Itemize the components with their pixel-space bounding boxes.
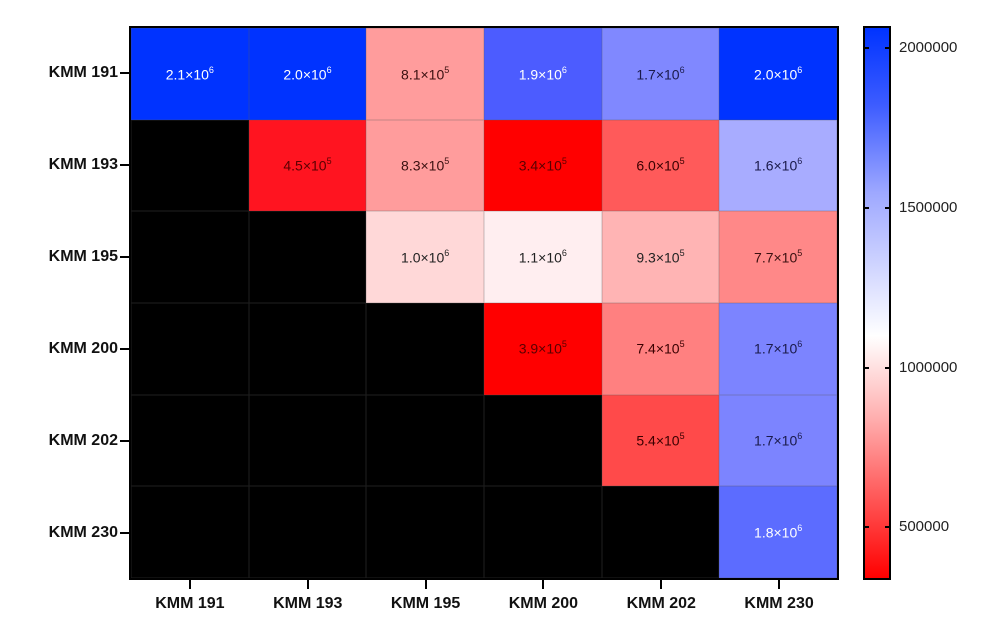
x-tick-mark (424, 580, 427, 589)
x-tick-mark (660, 580, 663, 589)
cell-value: 5.4×105 (636, 431, 685, 449)
y-tick-mark (120, 72, 129, 74)
heatmap-cell (131, 119, 249, 212)
heatmap-cell (366, 486, 484, 578)
heatmap-cell (483, 394, 602, 487)
cell-value: 7.7×105 (754, 247, 803, 266)
heatmap-cell: 8.3×105 (366, 119, 484, 212)
heatmap-cell: 2.0×106 (719, 28, 837, 120)
heatmap-cell: 6.0×105 (601, 119, 720, 212)
y-tick-mark (120, 532, 129, 534)
y-tick-mark (120, 348, 129, 350)
cell-value: 8.3×105 (401, 156, 450, 174)
x-tick-label: KMM 191 (155, 595, 225, 612)
y-tick-label: KMM 193 (48, 156, 118, 173)
heatmap-cell (366, 302, 484, 395)
heatmap-cell: 1.7×106 (719, 394, 837, 487)
heatmap-cell (601, 486, 720, 578)
colorbar-tick-mark (863, 367, 869, 369)
y-tick-label: KMM 191 (48, 64, 118, 81)
cell-value: 1.7×106 (754, 431, 803, 449)
heatmap-cell (248, 211, 367, 303)
cell-value: 1.7×106 (754, 339, 803, 358)
heatmap-cell: 1.6×106 (719, 119, 837, 212)
heatmap-cell: 2.0×106 (248, 28, 367, 120)
heatmap-cell: 9.3×105 (601, 211, 720, 303)
cell-value: 3.4×105 (518, 156, 567, 174)
heatmap-cell (131, 211, 249, 303)
heatmap-cell: 5.4×105 (601, 394, 720, 487)
heatmap-cell (131, 486, 249, 578)
colorbar-tick-mark (885, 47, 891, 49)
colorbar-tick-label: 1000000 (899, 359, 958, 376)
heatmap-cell (248, 302, 367, 395)
x-tick-label: KMM 200 (508, 595, 579, 612)
y-tick-label: KMM 230 (48, 524, 118, 541)
colorbar-tick-mark (863, 526, 869, 528)
colorbar (863, 26, 891, 580)
x-tick-mark (542, 580, 545, 589)
colorbar-tick-mark (863, 47, 869, 49)
colorbar-tick-mark (863, 207, 869, 209)
x-tick-label: KMM 195 (390, 595, 461, 612)
heatmap-grid: 2.1×106 2.0×106 8.1×105 1.9×106 1.7×106 2.0×1… (129, 26, 839, 580)
heatmap-cell (131, 394, 249, 487)
heatmap-cell: 1.8×106 (719, 486, 837, 578)
cell-value: 6.0×105 (636, 156, 685, 174)
heatmap-cell: 3.4×105 (483, 119, 602, 212)
y-tick-label: KMM 200 (48, 340, 118, 357)
heatmap-cell (366, 394, 484, 487)
heatmap-cell: 4.5×105 (248, 119, 367, 212)
cell-value: 1.0×106 (401, 247, 450, 266)
x-tick-mark (778, 580, 781, 589)
heatmap-cell: 7.4×105 (601, 302, 720, 395)
colorbar-tick-mark (885, 367, 891, 369)
cell-value: 2.0×106 (283, 64, 332, 83)
heatmap-cell (248, 394, 367, 487)
y-tick-mark (120, 164, 129, 166)
cell-value: 3.9×105 (518, 339, 567, 358)
heatmap-cell: 1.1×106 (483, 211, 602, 303)
heatmap-cell (248, 486, 367, 578)
x-tick-label: KMM 193 (273, 595, 343, 612)
x-tick-mark (188, 580, 191, 589)
heatmap-cell (131, 302, 249, 395)
cell-value: 1.9×106 (518, 64, 567, 83)
x-tick-mark (306, 580, 309, 589)
cell-value: 1.8×106 (754, 522, 803, 541)
y-tick-label: KMM 195 (48, 248, 118, 265)
heatmap-cell (483, 486, 602, 578)
heatmap-cell: 1.7×106 (601, 28, 720, 120)
colorbar-tick-label: 2000000 (899, 39, 958, 56)
heatmap-cell: 7.7×105 (719, 211, 837, 303)
cell-value: 4.5×105 (283, 156, 332, 174)
cell-value: 2.0×106 (754, 64, 803, 83)
x-tick-label: KMM 230 (744, 595, 814, 612)
y-tick-mark (120, 256, 129, 258)
colorbar-tick-label: 1500000 (899, 199, 958, 216)
cell-value: 2.1×106 (165, 64, 214, 83)
cell-value: 7.4×105 (636, 339, 685, 358)
colorbar-tick-mark (885, 526, 891, 528)
cell-value: 1.6×106 (754, 156, 803, 174)
y-tick-mark (120, 440, 129, 442)
colorbar-tick-label: 500000 (899, 518, 950, 535)
colorbar-tick-mark (885, 207, 891, 209)
heatmap-cell: 8.1×105 (366, 28, 484, 120)
heatmap-cell: 1.9×106 (483, 28, 602, 120)
cell-value: 8.1×105 (401, 64, 450, 83)
cell-value: 9.3×105 (636, 247, 685, 266)
x-tick-label: KMM 202 (626, 595, 696, 612)
heatmap-cell: 1.0×106 (366, 211, 484, 303)
heatmap-cell: 1.7×106 (719, 302, 837, 395)
heatmap-cell: 2.1×106 (131, 28, 249, 120)
y-tick-label: KMM 202 (48, 432, 118, 449)
cell-value: 1.7×106 (636, 64, 685, 83)
cell-value: 1.1×106 (518, 247, 567, 266)
heatmap-cell: 3.9×105 (483, 302, 602, 395)
